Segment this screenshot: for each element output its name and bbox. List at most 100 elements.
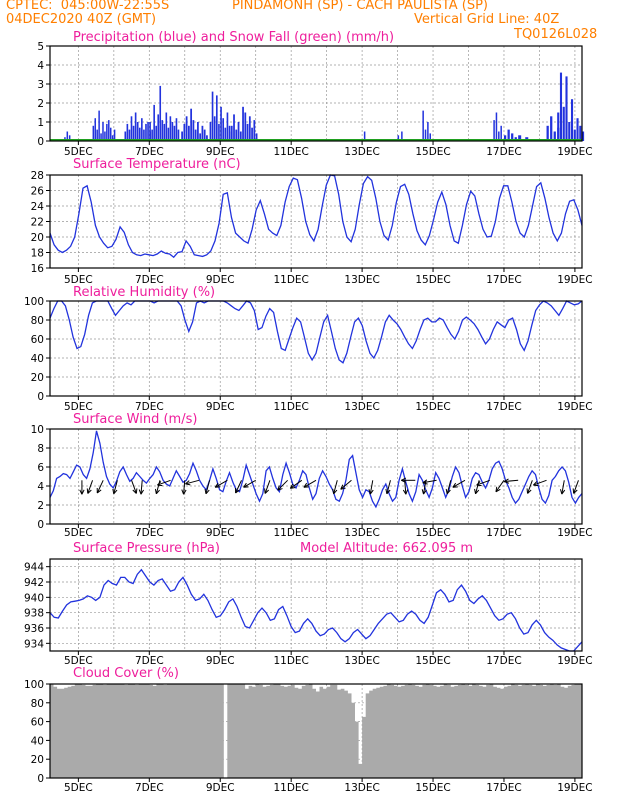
y-tick-label: 0: [37, 519, 44, 531]
wind-arrow-head: [157, 481, 162, 486]
x-tick-label: 9DEC: [206, 146, 235, 158]
wind-arrow-head: [475, 489, 480, 495]
y-tick-label: 3: [37, 79, 44, 91]
wind-arrow-head: [140, 489, 144, 495]
precip-bar: [565, 76, 568, 141]
precip-bar: [233, 114, 235, 141]
y-tick-label: 4: [37, 481, 44, 493]
wind-arrow-head: [135, 488, 138, 494]
wind-arrow-head: [422, 482, 428, 485]
wind-arrow: [235, 480, 242, 494]
x-tick-label: 13DEC: [344, 401, 379, 413]
x-tick-label: 9DEC: [206, 655, 235, 667]
precip-bar: [255, 133, 258, 141]
wind-arrow-head: [573, 489, 578, 494]
precip-bar: [518, 135, 522, 141]
wind-arrow-head: [401, 477, 407, 481]
x-tick-label: 5DEC: [64, 527, 93, 539]
precip-bar: [511, 133, 514, 141]
header-run-date: 04DEC2020 40Z (GMT): [6, 12, 157, 27]
x-tick-label: 11DEC: [273, 655, 308, 667]
y-tick-label: 100: [24, 679, 44, 691]
panel-title: Relative Humidity (%): [73, 285, 215, 300]
precip-bar: [124, 131, 127, 141]
y-tick-label: 934: [24, 638, 44, 650]
y-tick-label: 80: [31, 315, 44, 327]
x-tick-label: 11DEC: [273, 146, 308, 158]
precip-bar: [203, 129, 206, 141]
wind-arrow-head: [533, 484, 539, 487]
panel-frame: [49, 683, 583, 779]
x-tick-label: 5DEC: [64, 274, 93, 286]
wind-arrow: [452, 479, 466, 488]
y-tick-label: 0: [37, 773, 44, 785]
header-grid-line: Vertical Grid Line: 40Z: [414, 12, 560, 27]
precip-bar: [235, 129, 238, 141]
x-tick-label: 7DEC: [135, 782, 164, 794]
series-line: [49, 174, 583, 259]
y-tick-label: 8: [37, 443, 44, 455]
wind-arrow-head: [81, 489, 85, 495]
precip-bar: [248, 116, 251, 141]
wind-arrow-head: [533, 481, 538, 486]
precip-bar: [108, 120, 110, 141]
wind-arrow-head: [154, 488, 157, 494]
wind-arrow-head: [79, 489, 83, 495]
precip-bar: [201, 125, 204, 141]
precip-bar: [228, 125, 231, 141]
wind-arrow: [205, 480, 211, 494]
y-tick-label: 940: [24, 592, 44, 604]
wind-arrow-head: [277, 488, 283, 491]
wind-arrow-head: [476, 481, 481, 486]
wind-arrow: [113, 480, 118, 494]
wind-arrow-head: [157, 484, 163, 487]
precip-bar: [553, 131, 556, 141]
x-tick-label: 17DEC: [486, 146, 521, 158]
precip-bar: [579, 125, 582, 141]
precip-bar: [220, 106, 222, 141]
x-tick-label: 19DEC: [557, 274, 592, 286]
wind-arrow-head: [264, 489, 270, 494]
precip-bar: [401, 131, 403, 141]
y-tick-label: 2: [37, 500, 44, 512]
precip-bar: [192, 120, 195, 141]
y-tick-label: 26: [31, 186, 45, 198]
wind-arrow: [303, 479, 317, 488]
precip-bar: [559, 72, 563, 141]
wind-arrow-head: [369, 489, 374, 495]
wind-arrow: [157, 479, 171, 486]
x-tick-label: 5DEC: [64, 146, 93, 158]
precip-bar: [573, 129, 576, 141]
precip-bar: [155, 125, 157, 141]
wind-arrow: [96, 480, 104, 494]
precip-bar: [251, 127, 253, 141]
precip-bar: [498, 131, 500, 141]
wind-arrow: [573, 480, 579, 494]
precip-bar: [157, 114, 160, 141]
x-tick-label: 5DEC: [64, 782, 93, 794]
wind-arrow: [264, 480, 271, 494]
wind-arrow: [404, 480, 407, 495]
precip-bar: [570, 99, 574, 141]
wind-arrow-head: [559, 489, 563, 495]
wind-arrow-head: [181, 489, 185, 495]
precip-bar: [165, 112, 168, 141]
wind-arrow-head: [204, 488, 207, 494]
precip-bar: [145, 123, 147, 141]
wind-arrow: [527, 480, 533, 494]
wind-arrow-head: [185, 483, 191, 486]
wind-arrow-head: [445, 488, 448, 494]
wind-arrow-head: [561, 489, 566, 495]
precip-bar: [209, 122, 212, 141]
wind-arrow-head: [340, 487, 346, 490]
x-tick-label: 17DEC: [486, 274, 521, 286]
precip-bar: [253, 120, 256, 141]
x-tick-label: 19DEC: [557, 401, 592, 413]
panel-title: Surface Pressure (hPa): [73, 541, 220, 556]
y-tick-label: 20: [31, 754, 44, 766]
precip-bar: [244, 112, 247, 141]
wind-arrow: [183, 480, 186, 495]
precip-bar: [206, 135, 208, 141]
precip-bar: [159, 85, 162, 141]
wind-arrow: [87, 480, 94, 494]
